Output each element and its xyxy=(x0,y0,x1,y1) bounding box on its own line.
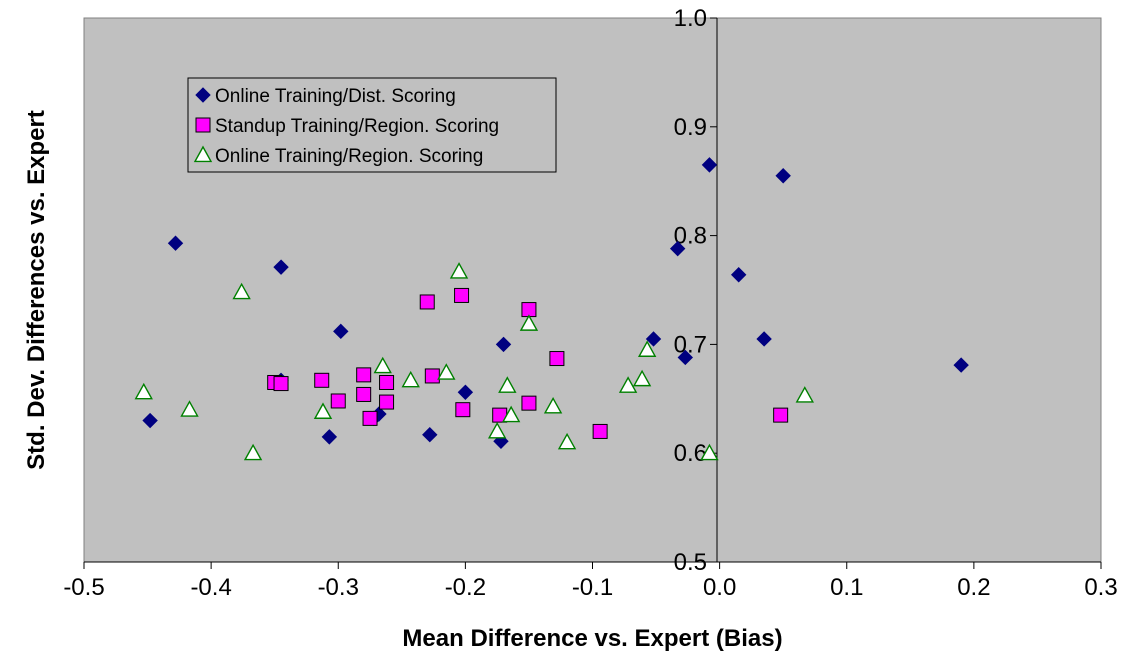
x-tick-label: -0.2 xyxy=(445,574,486,601)
x-tick-label: 0.2 xyxy=(957,574,990,601)
data-point-triangle xyxy=(700,443,719,461)
x-tick-label: 0.3 xyxy=(1084,574,1117,601)
data-point-diamond xyxy=(167,235,184,251)
legend: Online Training/Dist. Scoring Standup Tra… xyxy=(187,77,557,173)
data-point-square xyxy=(356,386,372,402)
data-point-triangle xyxy=(134,382,153,400)
data-point-diamond xyxy=(775,168,791,184)
data-point-diamond xyxy=(669,240,686,257)
data-point-diamond xyxy=(730,267,747,283)
data-point-square xyxy=(330,393,346,409)
data-point-triangle xyxy=(637,340,657,357)
data-point-triangle xyxy=(232,282,251,300)
data-point-square xyxy=(454,287,470,303)
y-tick-label: 0.5 xyxy=(674,549,707,576)
data-point-square xyxy=(424,368,440,384)
legend-label: Standup Training/Region. Scoring xyxy=(215,116,499,137)
data-point-triangle xyxy=(501,405,521,423)
data-point-diamond xyxy=(677,349,694,366)
series-triangle xyxy=(134,262,814,461)
data-point-diamond xyxy=(495,336,512,353)
data-point-square xyxy=(455,402,471,418)
legend-marker-triangle xyxy=(193,145,213,163)
data-point-triangle xyxy=(243,443,263,461)
data-point-square xyxy=(592,423,608,439)
x-tick-label: -0.3 xyxy=(318,574,359,601)
data-point-diamond xyxy=(953,357,969,373)
x-tick-label: -0.4 xyxy=(190,574,231,601)
data-point-triangle xyxy=(180,400,199,417)
x-axis-ticks: -0.5 -0.4 -0.3 -0.2 -0.1 0.0 0.1 0.2 0.3 xyxy=(63,562,1118,601)
data-point-triangle xyxy=(313,402,333,419)
data-point-square xyxy=(521,395,537,411)
data-point-triangle xyxy=(449,262,469,279)
data-point-diamond xyxy=(333,323,349,340)
data-point-square xyxy=(379,374,395,390)
y-tick-label: 1.0 xyxy=(674,5,707,32)
data-point-square xyxy=(314,372,330,388)
legend-box xyxy=(187,77,557,173)
data-point-triangle xyxy=(543,396,563,414)
data-point-triangle xyxy=(519,314,539,331)
data-point-square xyxy=(549,351,565,367)
data-point-square xyxy=(362,410,378,426)
data-point-diamond xyxy=(756,331,772,347)
y-axis-title: Std. Dev. Differences vs. Expert xyxy=(23,110,50,470)
data-point-square xyxy=(356,367,372,383)
data-point-triangle xyxy=(498,376,517,393)
data-point-triangle xyxy=(373,356,392,374)
data-points xyxy=(134,157,969,461)
x-tick-label: 0.0 xyxy=(703,574,736,601)
series-square xyxy=(267,287,789,439)
legend-label: Online Training/Region. Scoring xyxy=(215,146,483,167)
data-point-triangle xyxy=(795,386,814,403)
data-point-diamond xyxy=(142,412,158,429)
x-tick-label: 0.1 xyxy=(830,574,863,601)
data-point-diamond xyxy=(273,259,289,275)
data-point-diamond xyxy=(422,426,438,443)
data-point-diamond xyxy=(321,429,338,445)
data-point-square xyxy=(773,407,789,423)
legend-marker-square xyxy=(195,117,211,133)
data-point-triangle xyxy=(437,363,456,380)
data-point-square xyxy=(273,376,289,392)
data-point-diamond xyxy=(701,157,718,173)
legend-label: Online Training/Dist. Scoring xyxy=(215,86,456,107)
x-tick-label: -0.5 xyxy=(63,574,104,601)
data-point-square xyxy=(419,294,435,310)
y-axis-ticks: 0.50.60.70.80.91.0 xyxy=(674,5,717,576)
data-point-triangle xyxy=(557,432,577,450)
x-tick-label: -0.1 xyxy=(572,574,613,601)
data-point-diamond xyxy=(457,384,474,400)
data-point-triangle xyxy=(618,376,638,393)
y-tick-label: 0.9 xyxy=(674,114,707,141)
data-point-triangle xyxy=(487,421,507,439)
y-tick-label: 0.7 xyxy=(674,331,707,358)
data-point-triangle xyxy=(401,370,420,388)
data-point-triangle xyxy=(632,369,652,387)
x-axis-title: Mean Difference vs. Expert (Bias) xyxy=(402,625,782,652)
data-point-square xyxy=(379,394,395,410)
legend-marker-diamond xyxy=(195,87,211,103)
data-point-diamond xyxy=(645,331,662,347)
y-tick-label: 0.6 xyxy=(674,440,707,467)
